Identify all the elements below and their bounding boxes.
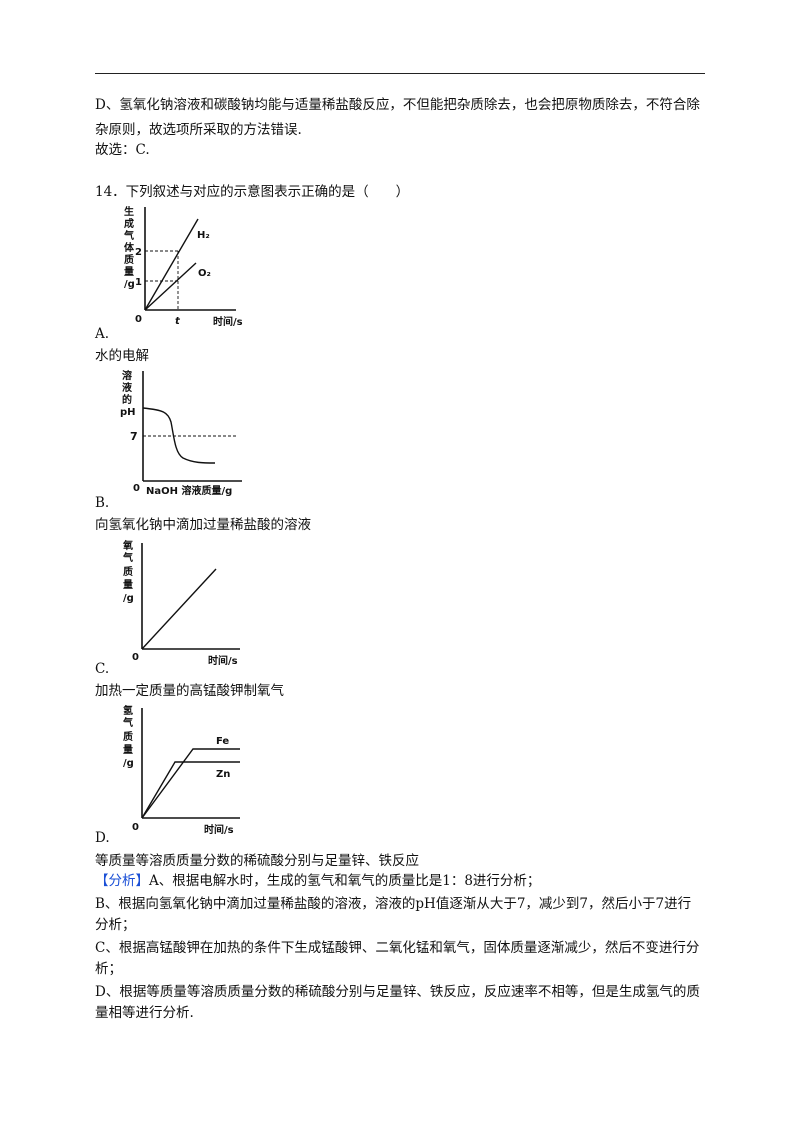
graph-c-ylabel-2: 质: [123, 565, 133, 578]
graph-a-tick-2: 2: [135, 247, 142, 258]
question-14: 14．下列叙述与对应的示意图表示正确的是（ ）: [95, 184, 410, 200]
graph-d-ylabel-2: 质: [123, 730, 133, 743]
graph-a-xtick: t: [175, 316, 181, 327]
graph-d-fe-label: Fe: [216, 736, 229, 747]
graph-b-origin: 0: [133, 483, 140, 494]
graph-a-ylabel-1: 成: [124, 217, 134, 230]
header-rule: [95, 73, 705, 74]
graph-a-h2-line: [144, 218, 199, 311]
analysis-line-4: C、根据高锰酸钾在加热的条件下生成锰酸钾、二氧化锰和氧气，固体质量逐渐减少，然后…: [95, 940, 700, 956]
graph-c-ylabel-4: /g: [123, 593, 134, 604]
graph-d-xlabel: 时间/s: [204, 823, 234, 836]
option-d-caption: 等质量等溶质质量分数的稀硫酸分别与足量锌、铁反应: [95, 853, 419, 869]
graph-d: 氢 气 质 量 /g Fe Zn 0 时间/s: [122, 704, 240, 836]
graph-a-ylabel-3: 体: [124, 241, 135, 254]
graph-d-ylabel-3: 量: [123, 743, 133, 756]
graph-c-ylabel-0: 氧: [122, 539, 133, 552]
option-d-line-2: 杂原则，故选项所采取的方法错误.: [95, 122, 302, 138]
graph-a-ylabel-2: 气: [123, 229, 134, 242]
analysis-tag: 【分析】: [95, 873, 149, 889]
graph-a-ylabel-0: 生: [124, 205, 134, 218]
graph-c-line: [141, 568, 217, 650]
graph-b-curve: [142, 407, 216, 464]
analysis-line-7: 量相等进行分析.: [95, 1005, 194, 1021]
option-a-letter: A.: [95, 326, 110, 342]
analysis-line-1: 【分析】A、根据电解水时，生成的氢气和氧气的质量比是1：8进行分析；: [95, 872, 540, 890]
graph-b: 溶 液 的 pH 7 0 NaOH 溶液质量/g: [120, 369, 242, 497]
graph-a-ylabel-4: 质: [124, 253, 134, 266]
graph-a-h2-label: H₂: [197, 230, 210, 241]
graph-a-o2-label: O₂: [198, 268, 211, 279]
option-d-letter: D.: [95, 830, 110, 846]
graph-a-origin: 0: [135, 314, 142, 325]
graph-d-zn-label: Zn: [216, 769, 230, 780]
graph-d-ylabel-1: 气: [122, 716, 133, 729]
graph-c-ylabel-3: 量: [123, 578, 133, 591]
graph-d-ylabel-0: 氢: [123, 704, 133, 717]
graph-c-xlabel: 时间/s: [208, 654, 238, 667]
analysis-line-2: B、根据向氢氧化钠中滴加过量稀盐酸的溶液，溶液的pH值逐渐从大于7，减少到7，然…: [95, 896, 692, 912]
option-c-letter: C.: [95, 661, 110, 677]
graph-d-fe-line: [141, 748, 240, 819]
graph-a-ylabel-6: /g: [124, 279, 135, 290]
graph-b-ylabel-1: 液: [122, 381, 132, 394]
graph-a-tick-1: 1: [135, 277, 142, 288]
answer-line: 故选：C.: [95, 142, 150, 158]
graph-a: 生 成 气 体 质 量 /g 2 1 H₂ O₂ 0 t 时间/s: [123, 205, 243, 328]
graph-d-ylabel-4: /g: [123, 758, 134, 769]
graph-a-ylabel-5: 量: [124, 265, 134, 278]
option-b-letter: B.: [95, 495, 110, 511]
option-b-caption: 向氢氧化钠中滴加过量稀盐酸的溶液: [95, 517, 311, 533]
graph-d-origin: 0: [132, 822, 139, 833]
graph-a-xlabel: 时间/s: [213, 315, 243, 328]
analysis-a: A、根据电解水时，生成的氢气和氧气的质量比是1：8进行分析；: [149, 873, 541, 889]
option-c-caption: 加热一定质量的高锰酸钾制氧气: [95, 683, 284, 699]
analysis-line-5: 析；: [95, 961, 122, 977]
graph-c-origin: 0: [132, 652, 139, 663]
graph-b-ylabel-0: 溶: [122, 369, 132, 382]
graph-c-ylabel-1: 气: [122, 551, 133, 564]
graph-b-ref-label: 7: [130, 430, 138, 443]
graph-d-zn-line: [141, 761, 240, 819]
graph-b-xlabel: NaOH 溶液质量/g: [146, 484, 232, 497]
graph-c: 氧 气 质 量 /g 0 时间/s: [122, 539, 240, 667]
option-d-line-1: D、氢氧化钠溶液和碳酸钠均能与适量稀盐酸反应，不但能把杂质除去，也会把原物质除去…: [95, 97, 700, 113]
graph-b-ylabel-3: pH: [120, 407, 136, 418]
analysis-line-6: D、根据等质量等溶质质量分数的稀硫酸分别与足量锌、铁反应，反应速率不相等，但是生…: [95, 984, 700, 1000]
analysis-line-3: 分析；: [95, 917, 136, 933]
graph-a-o2-line: [144, 262, 197, 311]
option-a-caption: 水的电解: [95, 348, 149, 364]
graph-b-ylabel-2: 的: [122, 393, 132, 406]
